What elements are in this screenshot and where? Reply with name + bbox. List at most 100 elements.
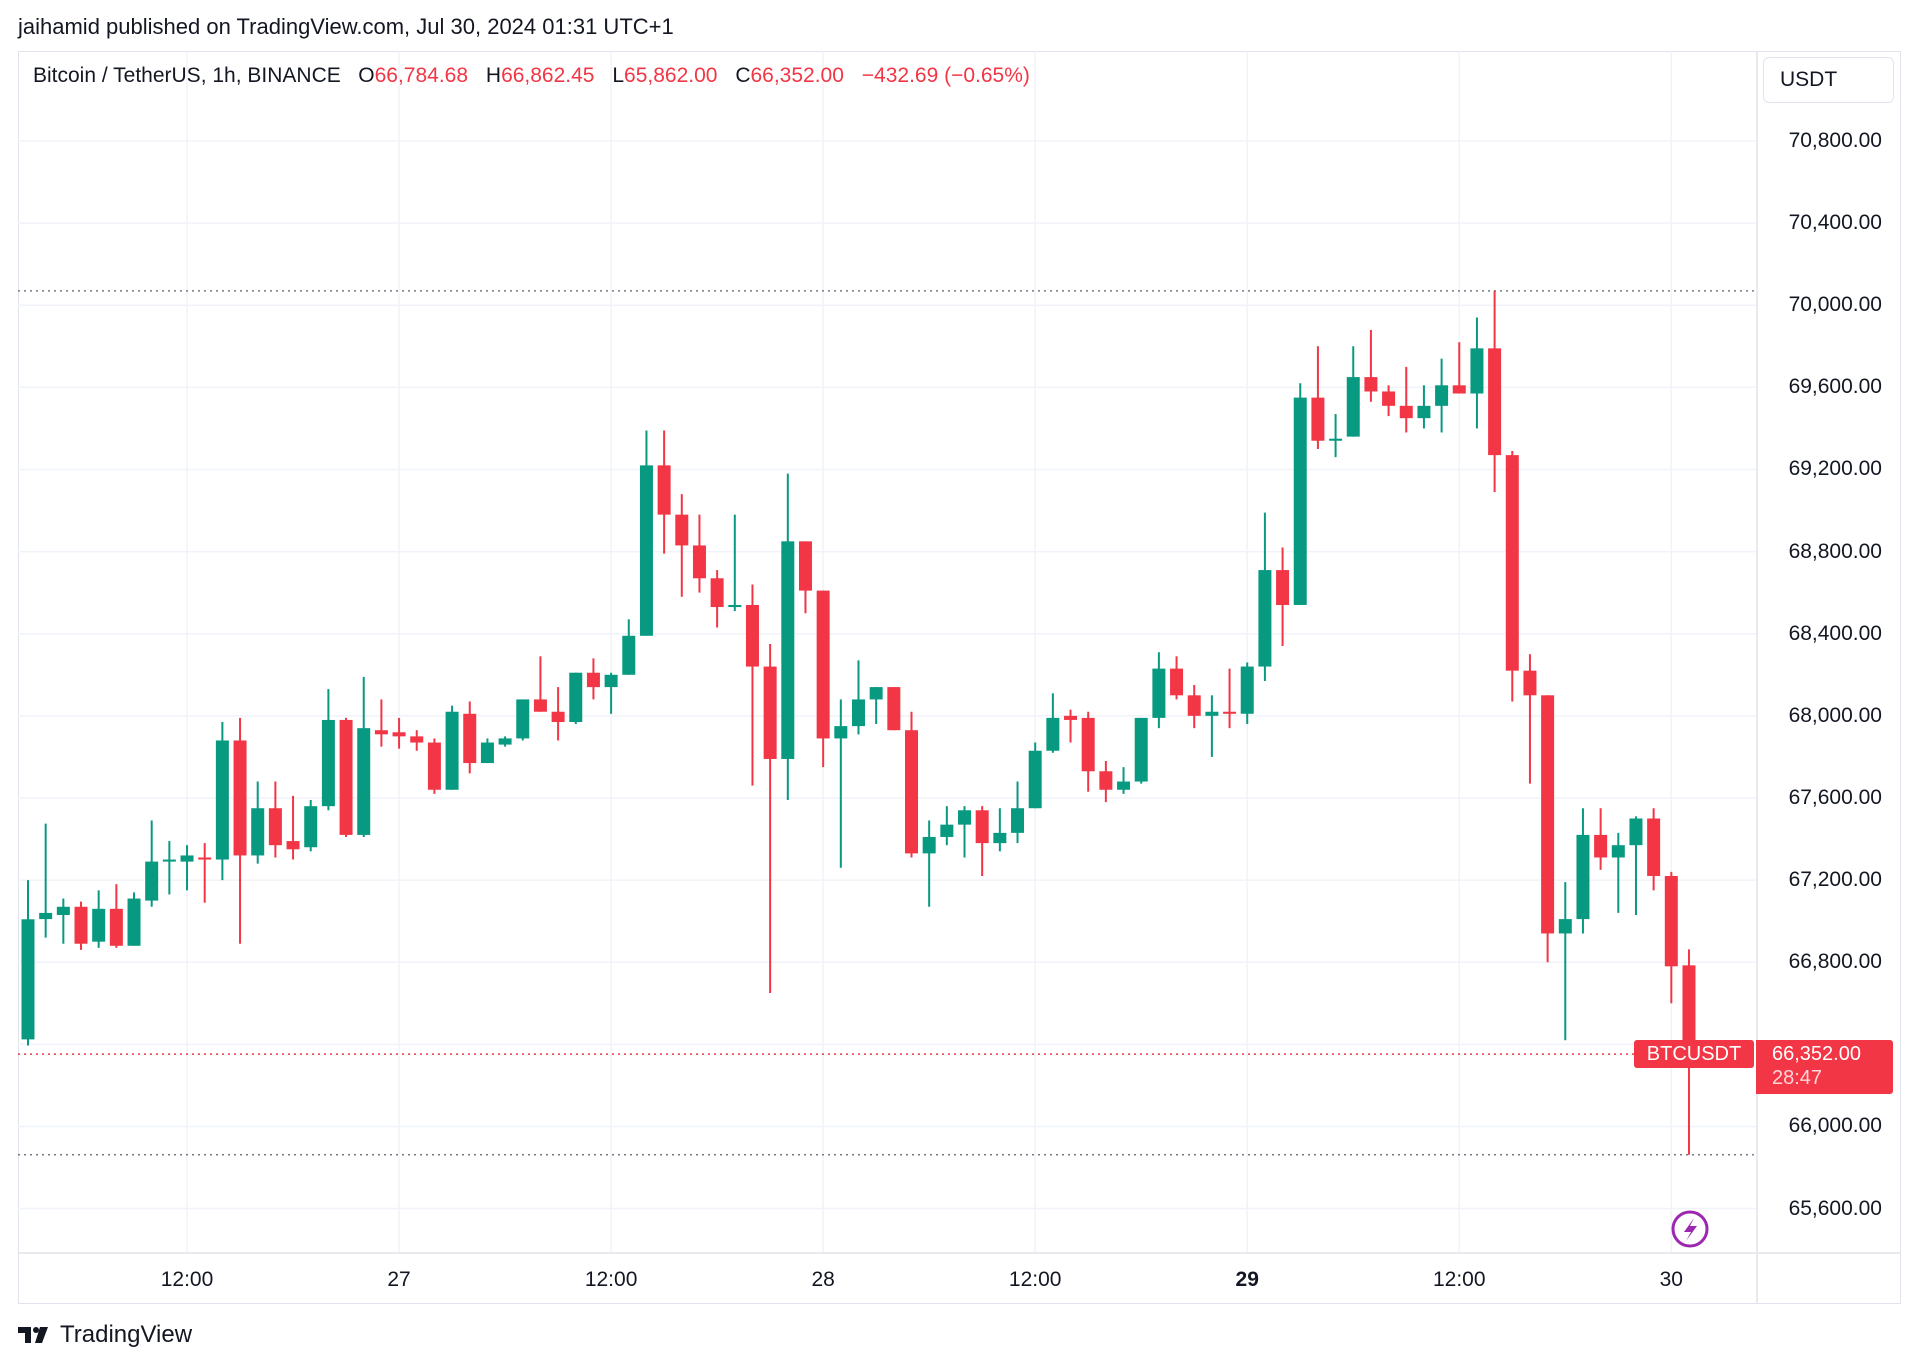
candle-down	[657, 430, 671, 554]
candle-down	[816, 590, 830, 768]
candle-body	[869, 687, 883, 700]
candle-body	[692, 545, 706, 579]
candle-body	[940, 824, 954, 837]
candle-down	[763, 643, 777, 993]
candle-body	[39, 912, 53, 920]
candle-body	[145, 861, 159, 901]
candle-down	[1187, 685, 1201, 729]
candle-up	[162, 841, 176, 895]
candle-body	[622, 635, 636, 675]
candle-up	[622, 619, 636, 675]
candle-down	[1488, 290, 1502, 493]
candle-body	[1134, 717, 1148, 782]
candle-down	[798, 541, 812, 614]
candle-body	[1399, 405, 1413, 419]
candle-down	[1276, 547, 1290, 647]
candle-body	[887, 687, 901, 731]
candle-down	[1523, 654, 1537, 784]
candle-up	[1417, 385, 1431, 429]
candle-up	[940, 806, 954, 846]
candle-body	[1081, 717, 1095, 772]
candle-down	[551, 687, 565, 741]
candle-down	[463, 701, 477, 774]
candle-up	[1576, 808, 1590, 934]
candle-body	[109, 908, 123, 946]
reference-lines	[18, 290, 1755, 1156]
candle-body	[993, 832, 1007, 844]
candle-body	[215, 740, 229, 860]
candle-body	[1205, 711, 1219, 716]
candle-body	[1046, 717, 1060, 751]
low-value: 65,862.00	[624, 64, 718, 87]
price-tick-label: 68,400.00	[1788, 621, 1882, 645]
candle-up	[145, 820, 159, 907]
candle-down	[1099, 761, 1113, 803]
candle-down	[675, 494, 689, 597]
candle-body	[1558, 919, 1572, 934]
candle-up	[1435, 358, 1449, 433]
currency-button[interactable]: USDT	[1763, 57, 1894, 103]
price-tick-label: 66,000.00	[1788, 1114, 1882, 1138]
candle-body	[268, 808, 282, 846]
candle-body	[1417, 405, 1431, 419]
candle-down	[339, 717, 353, 837]
candle-body	[1505, 455, 1519, 671]
candle-down	[286, 795, 300, 860]
tradingview-logo-icon	[18, 1327, 48, 1343]
close-label: C	[735, 64, 751, 87]
candle-body	[1576, 834, 1590, 920]
candle-down	[1081, 711, 1095, 792]
open-value: 66,784.68	[374, 64, 469, 87]
candle-down	[1594, 808, 1608, 870]
symbol-title[interactable]: Bitcoin / TetherUS, 1h, BINANCE	[33, 64, 341, 87]
candle-up	[56, 898, 70, 944]
candle-body	[1329, 438, 1343, 441]
candle-up	[922, 820, 936, 907]
candle-body	[1223, 711, 1237, 714]
candle-body	[816, 590, 830, 739]
price-tick-label: 68,800.00	[1788, 539, 1882, 563]
candle-body	[1435, 385, 1449, 406]
candle-up	[1011, 781, 1025, 844]
candle-body	[162, 859, 176, 862]
candle-down	[1311, 346, 1325, 449]
tradingview-logo[interactable]: TradingView	[18, 1321, 192, 1349]
candle-up	[1152, 652, 1166, 729]
candle-body	[1647, 818, 1661, 876]
candle-down	[887, 687, 901, 731]
alert-lightning-icon[interactable]	[1671, 1210, 1709, 1248]
candle-body	[533, 699, 547, 712]
candle-body	[1117, 781, 1131, 790]
candle-body	[427, 742, 441, 790]
candle-up	[357, 676, 371, 837]
candle-up	[1558, 882, 1572, 1041]
candle-up	[1293, 383, 1307, 605]
candle-down	[198, 843, 212, 903]
candle-up	[1470, 317, 1484, 429]
candle-body	[1629, 818, 1643, 846]
candle-body	[357, 728, 371, 835]
candle-body	[798, 541, 812, 591]
candle-body	[92, 908, 106, 942]
candle-down	[268, 781, 282, 858]
candle-body	[922, 836, 936, 854]
candle-body	[1594, 834, 1608, 858]
high-value: 66,862.45	[501, 64, 595, 87]
candle-up	[851, 660, 865, 735]
candle-up	[1611, 832, 1625, 913]
candle-down	[1170, 656, 1184, 700]
candle-up	[21, 880, 35, 1046]
brand-name: TradingView	[60, 1321, 193, 1348]
candle-up	[958, 806, 972, 858]
candle-body	[1240, 666, 1254, 714]
candle-body	[851, 699, 865, 727]
candle-body	[1382, 391, 1396, 406]
candle-body	[74, 906, 88, 944]
candle-down	[374, 699, 388, 747]
candle-up	[1134, 717, 1148, 784]
candle-up	[180, 845, 194, 891]
candle-body	[905, 730, 918, 854]
candle-up	[1629, 816, 1643, 915]
candle-up	[1117, 767, 1131, 794]
